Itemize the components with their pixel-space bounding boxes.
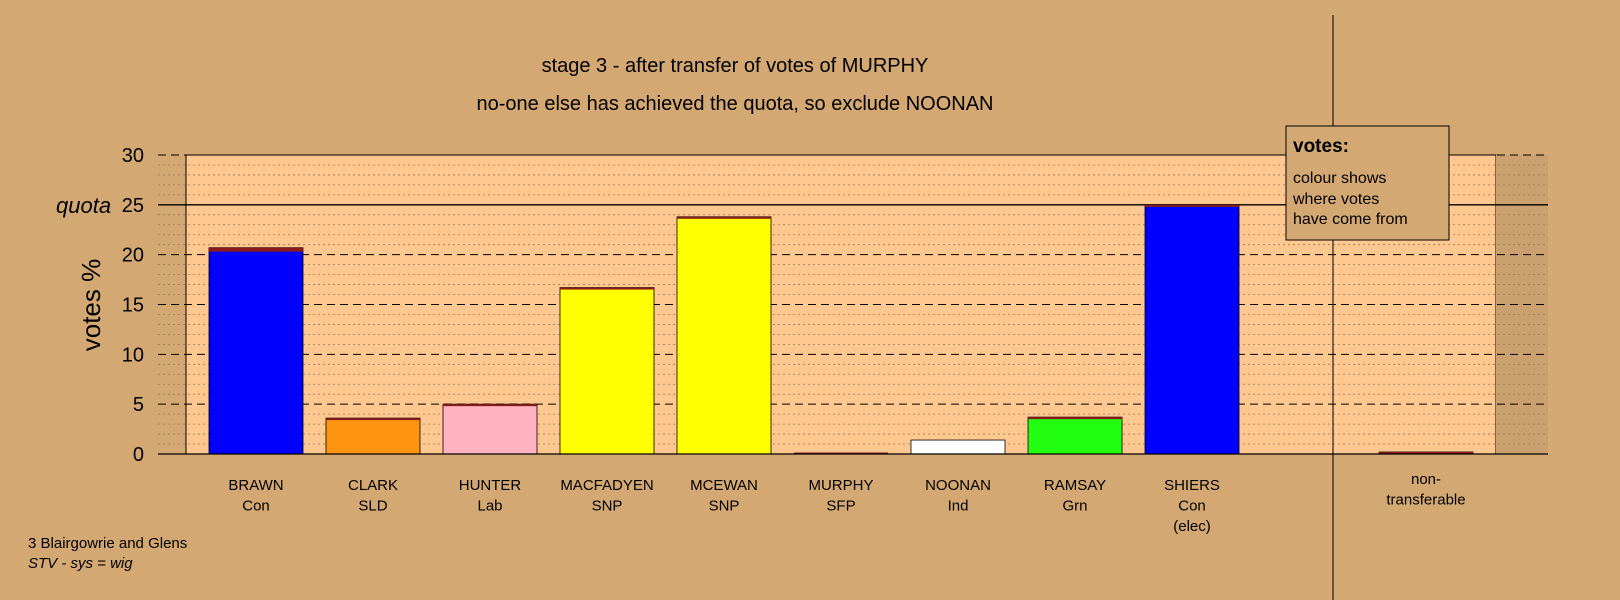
y-tick-label: 30 (122, 145, 144, 167)
x-tick-label: Con (1178, 498, 1206, 515)
bar-transfer-segment (677, 216, 771, 219)
y-tick-label: 5 (133, 394, 144, 416)
legend-line-1: colour shows (1293, 170, 1386, 187)
bar (910, 439, 1006, 455)
bar-transfer-segment (1145, 204, 1239, 207)
chart-subtitle: no-one else has achieved the quota, so e… (477, 93, 994, 115)
constituency-label: 3 Blairgowrie and Glens (28, 535, 188, 552)
bar (676, 216, 772, 455)
quota-label: quota (56, 193, 111, 218)
x-tick-label: Con (242, 498, 270, 515)
bar-transfer-segment (560, 287, 654, 290)
x-tick-label: SFP (826, 498, 855, 515)
bar (1144, 204, 1240, 455)
x-tick-label: Lab (477, 498, 502, 515)
y-tick-label: 0 (133, 444, 144, 466)
x-tick-label: NOONAN (925, 477, 991, 494)
x-tick-label: BRAWN (228, 477, 283, 494)
x-tick-label: MURPHY (808, 477, 873, 494)
bar (559, 287, 655, 455)
x-tick-label: (elec) (1173, 518, 1211, 535)
system-label: STV - sys = wig (28, 555, 133, 572)
legend-title: votes: (1293, 136, 1349, 157)
x-tick-label: SLD (358, 498, 387, 515)
y-tick-label: 20 (122, 245, 144, 267)
x-tick-label: HUNTER (459, 477, 522, 494)
x-tick-label: MCEWAN (690, 477, 758, 494)
x-tick-label: SNP (709, 498, 740, 515)
x-tick-label: transferable (1386, 492, 1465, 509)
gridlines (158, 154, 1548, 445)
y-axis-label: votes % (76, 259, 106, 352)
x-tick-label: RAMSAY (1044, 477, 1106, 494)
bar-transfer-segment (1028, 417, 1122, 420)
y-tick-label: 25 (122, 195, 144, 217)
x-axis: BRAWN Con CLARK SLD HUNTER Lab MACFADYEN SNP MCE… (228, 471, 1465, 535)
bar (794, 452, 888, 454)
x-tick-label: MACFADYEN (560, 477, 653, 494)
x-tick-label: Ind (948, 498, 969, 515)
x-tick-label: non- (1411, 471, 1441, 488)
bar-transfer-segment (1379, 452, 1473, 455)
x-tick-label: CLARK (348, 477, 398, 494)
y-axis: 0 5 10 15 20 25 30 quota (56, 145, 1548, 466)
bar-transfer-segment (326, 418, 420, 421)
legend-line-2: where votes (1292, 191, 1379, 208)
bars (208, 204, 1474, 455)
bar-transfer-segment (443, 404, 537, 407)
x-tick-label: Grn (1062, 498, 1087, 515)
x-tick-label: SNP (592, 498, 623, 515)
chart-title: stage 3 - after transfer of votes of MUR… (542, 55, 929, 77)
bar (208, 247, 304, 455)
bar-transfer-segment (209, 247, 303, 252)
y-tick-label: 15 (122, 295, 144, 317)
bar (325, 417, 421, 455)
legend: votes: colour shows where votes have com… (1285, 125, 1450, 241)
legend-line-3: have come from (1293, 211, 1408, 228)
bar (442, 403, 538, 455)
y-tick-label: 10 (122, 344, 144, 366)
bar (1027, 416, 1123, 455)
x-tick-label: SHIERS (1164, 477, 1220, 494)
